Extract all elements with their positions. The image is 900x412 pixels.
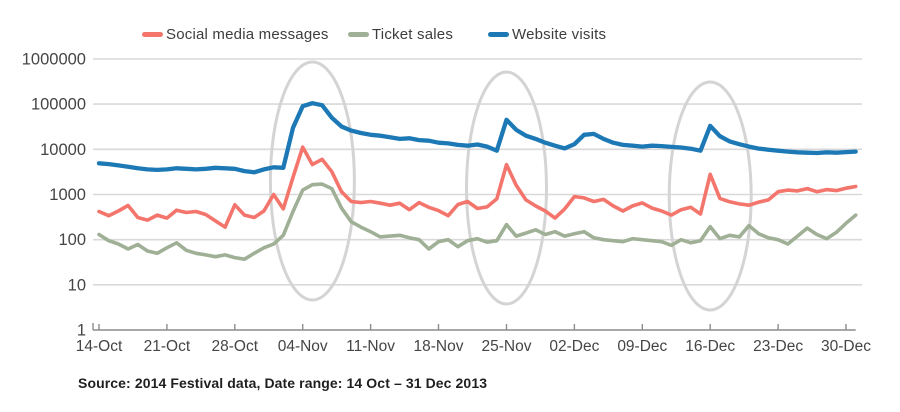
legend-item-social-media-messages: Social media messages bbox=[142, 26, 329, 43]
legend-label-website-visits: Website visits bbox=[512, 26, 607, 43]
x-tick-label-23-dec: 23-Dec bbox=[753, 338, 803, 355]
legend-item-ticket-sales: Ticket sales bbox=[348, 26, 453, 43]
legend-swatch-ticket-sales bbox=[348, 32, 369, 37]
gridlines bbox=[93, 58, 862, 286]
series-line-social-media-messages bbox=[97, 145, 858, 229]
y-tick-label-10: 10 bbox=[68, 276, 86, 294]
x-tick-label-14-oct: 14-Oct bbox=[76, 338, 123, 355]
y-tick-label-1: 1 bbox=[77, 322, 86, 340]
x-tick-label-25-nov: 25-Nov bbox=[482, 338, 532, 355]
x-tick-label-02-dec: 02-Dec bbox=[549, 338, 599, 355]
y-tick-label-1000000: 1000000 bbox=[22, 51, 86, 69]
y-tick-label-1000: 1000 bbox=[49, 186, 86, 204]
highlight-ellipse-16-dec bbox=[667, 80, 753, 312]
y-tick-label-100: 100 bbox=[58, 231, 86, 249]
x-tick-label-28-oct: 28-Oct bbox=[212, 338, 259, 355]
x-tick-label-09-dec: 09-Dec bbox=[617, 338, 667, 355]
legend-swatch-social-media bbox=[142, 32, 163, 37]
y-tick-label-100000: 100000 bbox=[31, 96, 86, 114]
x-tick-label-18-nov: 18-Nov bbox=[414, 338, 464, 355]
legend: Social media messages Ticket sales Websi… bbox=[0, 0, 900, 52]
legend-label-ticket-sales: Ticket sales bbox=[372, 26, 454, 43]
legend-item-website-visits: Website visits bbox=[488, 26, 606, 43]
y-tick-label-10000: 10000 bbox=[40, 141, 86, 159]
x-tick-label-11-nov: 11-Nov bbox=[346, 338, 395, 355]
highlight-ellipse-25-nov bbox=[465, 70, 548, 306]
series-line-website-visits bbox=[96, 101, 858, 175]
highlight-ellipse-04-nov bbox=[268, 60, 356, 302]
x-tick-label-04-nov: 04-Nov bbox=[278, 338, 328, 355]
y-axis-labels: 1 10 100 1000 10000 100000 1000000 bbox=[22, 51, 86, 340]
series-lines bbox=[96, 101, 858, 261]
x-tick-label-21-oct: 21-Oct bbox=[144, 338, 191, 355]
legend-label-social-media: Social media messages bbox=[166, 26, 329, 43]
series-line-ticket-sales bbox=[97, 182, 858, 261]
x-axis-labels: 14-Oct 21-Oct 28-Oct 04-Nov 11-Nov 18-Nov 25-N… bbox=[76, 338, 871, 355]
highlight-ellipses bbox=[268, 60, 753, 312]
legend-swatch-website-visits bbox=[488, 32, 509, 37]
x-tick-label-16-dec: 16-Dec bbox=[685, 338, 735, 355]
source-note: Source: 2014 Festival data, Date range: … bbox=[78, 375, 488, 391]
x-tick-label-30-dec: 30-Dec bbox=[821, 338, 871, 355]
x-axis bbox=[92, 323, 856, 331]
